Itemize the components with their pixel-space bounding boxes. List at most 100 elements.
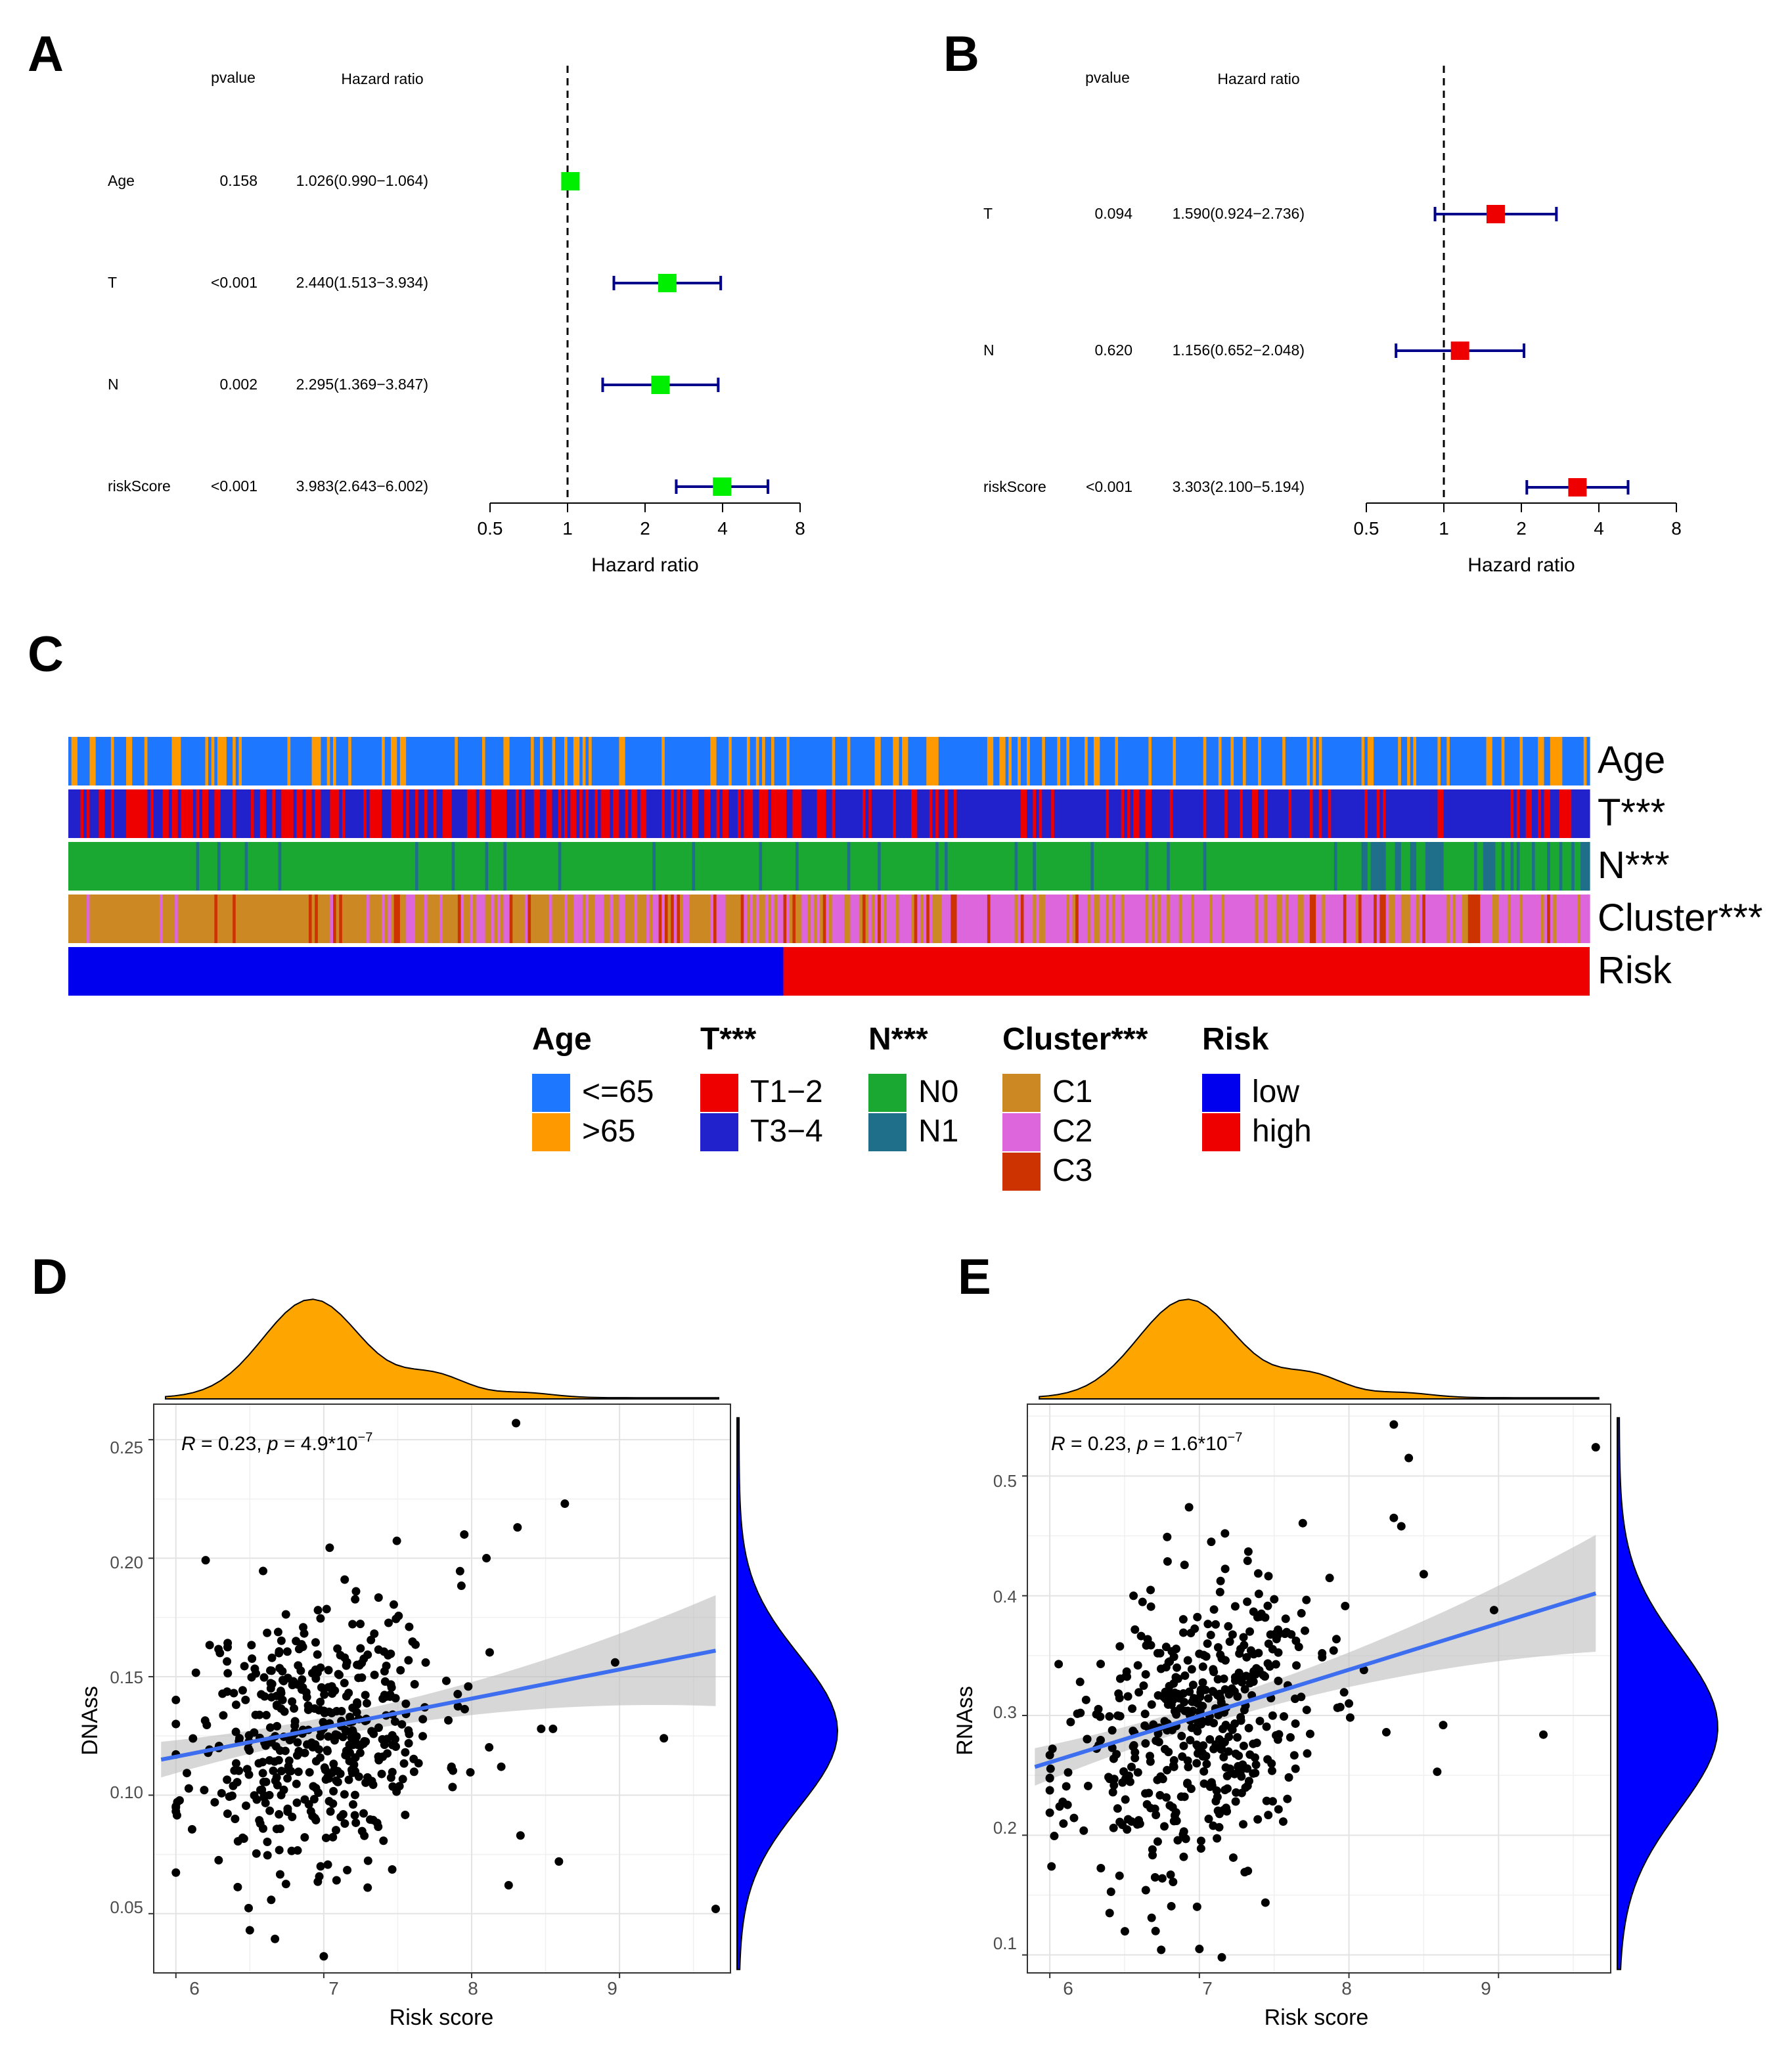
data-point [1063, 1800, 1072, 1809]
data-point [184, 1784, 193, 1793]
heatmap-cell [464, 895, 471, 943]
heatmap-cell [89, 895, 160, 943]
forest-a-row-name: Age [108, 172, 135, 189]
data-point [244, 1903, 253, 1912]
heatmap-cell [589, 789, 595, 838]
forest-a-tick-label: 8 [795, 518, 805, 539]
heatmap-cell [567, 895, 574, 943]
data-point [460, 1530, 469, 1539]
data-point [267, 1895, 276, 1905]
data-point [255, 1710, 264, 1719]
heatmap-cell [576, 789, 580, 838]
heatmap-cell [1182, 895, 1192, 943]
heatmap-cell [1255, 895, 1259, 943]
legend-label: C3 [1052, 1153, 1092, 1188]
heatmap-cell [1090, 895, 1094, 943]
data-point [238, 1686, 247, 1695]
legend-title-t: T*** [700, 1022, 757, 1057]
data-point [238, 1833, 247, 1842]
data-point [214, 1645, 223, 1654]
heatmap-cell [1358, 895, 1362, 943]
heatmap-cell [850, 737, 876, 785]
heatmap-cell [1118, 737, 1149, 785]
heatmap-cell [914, 895, 918, 943]
heatmap-cell [1519, 895, 1523, 943]
data-point [1282, 1627, 1291, 1637]
heatmap-cell [1519, 842, 1533, 891]
data-point [1302, 1706, 1311, 1715]
heatmap-cell [1014, 842, 1018, 891]
heatmap-cell [476, 895, 486, 943]
data-point [1278, 1817, 1288, 1826]
heatmap-cell [1075, 895, 1079, 943]
scatter-e-xtick-label: 9 [1481, 1978, 1491, 1999]
heatmap-cell [1039, 895, 1046, 943]
heatmap-cell [807, 895, 811, 943]
data-point [245, 1926, 254, 1935]
heatmap-cell [482, 737, 486, 785]
heatmap-cell [673, 789, 677, 838]
heatmap-cell [332, 895, 337, 943]
heatmap-cell [850, 842, 878, 891]
data-point [1184, 1503, 1194, 1512]
heatmap-cell [531, 737, 535, 785]
data-point [1264, 1572, 1273, 1581]
heatmap-cell [1376, 789, 1380, 838]
heatmap-cell [287, 737, 291, 785]
data-point [259, 1566, 268, 1576]
forest-b-tick-label: 0.5 [1354, 518, 1379, 539]
data-point [313, 1668, 322, 1677]
heatmap-cell [1057, 737, 1061, 785]
forest-b-x-axis-title: Hazard ratio [1467, 554, 1575, 576]
heatmap-cell [649, 895, 653, 943]
scatter-d-stat: R = 0.23, p = 4.9*10−7 [181, 1430, 372, 1455]
data-point [278, 1667, 287, 1676]
heatmap-cell [83, 789, 87, 838]
heatmap-cell [455, 842, 486, 891]
data-point [1166, 1870, 1175, 1880]
data-point [182, 1769, 191, 1778]
heatmap-cell [1087, 737, 1094, 785]
data-point [1218, 1725, 1227, 1734]
data-point [1186, 1629, 1196, 1638]
data-point [1146, 1602, 1155, 1611]
heatmap-cell [1501, 737, 1505, 785]
heatmap-cell [457, 895, 462, 943]
scatter-e-ytick-label: 0.5 [993, 1471, 1017, 1491]
heatmap-cell [1261, 737, 1283, 785]
data-point [1433, 1767, 1442, 1777]
data-point [1404, 1453, 1414, 1463]
heatmap-cell [1538, 737, 1545, 785]
heatmap-cell [406, 895, 416, 943]
heatmap-cell [171, 789, 179, 838]
data-point [1050, 1832, 1059, 1841]
heatmap-cell [406, 737, 455, 785]
heatmap-cell [798, 842, 848, 891]
heatmap-cell [1020, 737, 1027, 785]
heatmap-cell [1133, 789, 1140, 838]
heatmap-cell [342, 895, 367, 943]
heatmap-cell [1035, 842, 1091, 891]
heatmap-cell [217, 842, 221, 891]
heatmap-cell [740, 895, 744, 943]
data-point [290, 1717, 300, 1726]
data-point [396, 1666, 405, 1675]
heatmap-cell [1510, 842, 1514, 891]
heatmap-cell [1267, 895, 1277, 943]
heatmap-row-labels: Age T*** N*** Cluster*** Risk [1598, 739, 1762, 992]
heatmap-cell [315, 789, 322, 838]
data-point [218, 1689, 227, 1698]
data-point [171, 1695, 181, 1704]
forest-b-row-name: N [983, 342, 995, 359]
legend-label: T1−2 [750, 1074, 823, 1109]
heatmap-cell [1379, 789, 1383, 838]
data-point [409, 1767, 418, 1777]
data-point [1141, 1886, 1150, 1895]
data-point [1108, 1743, 1117, 1752]
data-point [300, 1833, 309, 1842]
heatmap-cell [177, 789, 181, 838]
data-point [1199, 1767, 1209, 1776]
heatmap-cell [1550, 895, 1554, 943]
data-point [1243, 1597, 1252, 1606]
forest-b-row-name: riskScore [983, 478, 1046, 495]
